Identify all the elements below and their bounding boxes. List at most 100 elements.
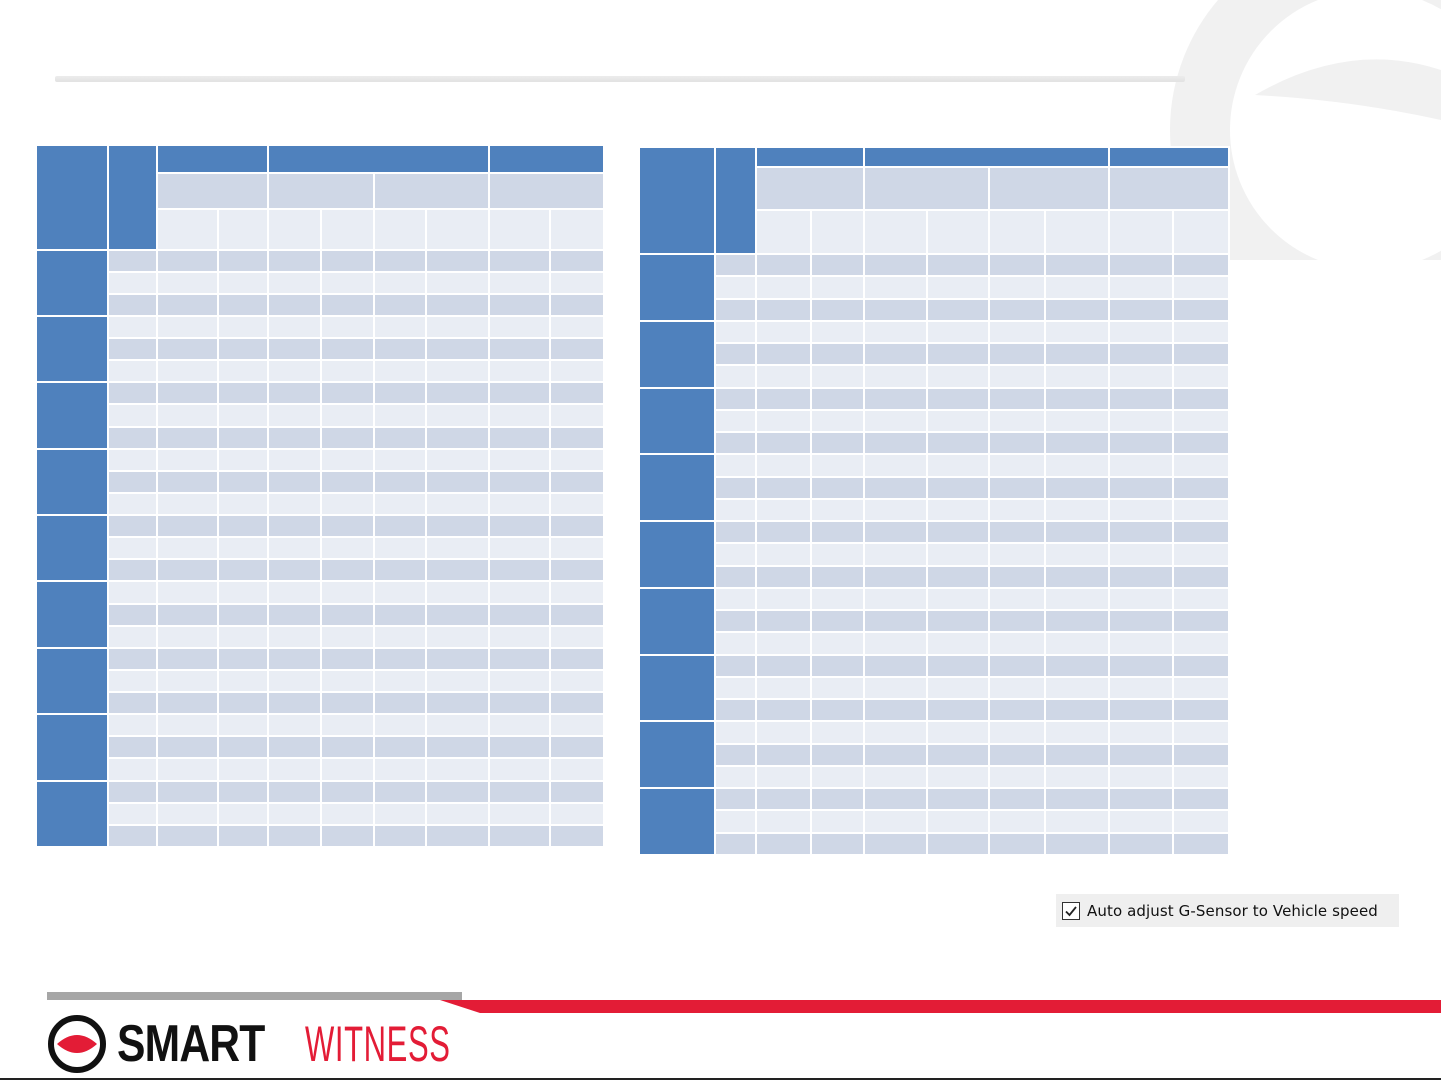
speed-group-cell — [640, 588, 714, 654]
table-cell — [490, 516, 549, 537]
table-row — [37, 715, 603, 780]
table-cell — [269, 361, 320, 382]
table-cell — [1046, 299, 1108, 320]
table-cell — [812, 611, 863, 632]
table-cell — [1046, 833, 1108, 854]
speed-group-cell — [37, 715, 107, 780]
table-row — [640, 722, 1228, 788]
table-cell — [990, 344, 1044, 365]
auto-adjust-checkbox[interactable] — [1062, 901, 1080, 920]
table-cell — [219, 582, 267, 603]
table-cell — [269, 648, 320, 669]
table-cell — [865, 655, 926, 676]
footer-gray-bar — [47, 992, 462, 1000]
table-cell — [812, 299, 863, 320]
left-level-header-cell — [109, 146, 156, 249]
table-cell — [158, 361, 217, 382]
table-cell — [1046, 544, 1108, 565]
table-cell — [757, 700, 810, 721]
table-row — [640, 410, 1228, 432]
table-cell — [375, 339, 425, 360]
table-cell — [1174, 366, 1228, 387]
table-cell — [990, 455, 1044, 476]
table-cell — [1046, 633, 1108, 654]
speed-group-cell — [640, 722, 714, 788]
table-cell — [990, 321, 1044, 343]
table-row — [37, 759, 603, 780]
table-cell — [990, 388, 1044, 409]
table-cell — [322, 693, 373, 714]
table-cell — [928, 722, 988, 743]
table-cell — [1110, 655, 1172, 676]
table-row — [640, 299, 1228, 320]
table-row — [640, 344, 1228, 365]
table-cell — [551, 560, 603, 581]
table-cell — [490, 294, 549, 315]
table-cell — [219, 825, 267, 846]
table-cell — [1110, 633, 1172, 654]
table-cell — [990, 655, 1044, 676]
table-cell — [427, 383, 488, 404]
table-row — [640, 789, 1228, 854]
table-cell — [322, 250, 373, 271]
table-cell — [1046, 366, 1108, 387]
column-group-header — [158, 146, 267, 173]
table-cell — [269, 715, 320, 736]
table-cell — [1110, 722, 1172, 743]
table-cell — [375, 516, 425, 537]
table-cell — [551, 339, 603, 360]
table-cell — [375, 316, 425, 338]
table-row — [640, 255, 1228, 320]
table-cell — [158, 693, 217, 714]
table-cell — [375, 272, 425, 293]
table-cell — [551, 383, 603, 404]
table-row — [37, 339, 603, 360]
table-cell — [865, 388, 926, 409]
table-cell — [990, 544, 1044, 565]
table-cell — [551, 693, 603, 714]
table-cell — [427, 471, 488, 492]
table-cell — [427, 493, 488, 515]
table-cell — [109, 759, 156, 780]
table-cell — [990, 499, 1044, 521]
table-cell — [375, 715, 425, 736]
table-cell — [1110, 588, 1172, 610]
table-cell — [1110, 700, 1172, 721]
table-row — [37, 361, 603, 382]
table-cell — [812, 321, 863, 343]
table-cell — [219, 737, 267, 758]
auto-adjust-g-sensor-toggle[interactable]: Auto adjust G-Sensor to Vehicle speed — [1056, 894, 1399, 927]
table-cell — [716, 477, 755, 498]
table-cell — [375, 493, 425, 515]
table-cell — [928, 677, 988, 699]
table-cell — [1174, 433, 1228, 454]
table-cell — [269, 339, 320, 360]
table-cell — [812, 433, 863, 454]
table-cell — [1174, 700, 1228, 721]
table-cell — [812, 410, 863, 432]
table-cell — [551, 648, 603, 669]
axis-header-cell — [1046, 210, 1108, 254]
table-cell — [490, 449, 549, 470]
speed-group-cell — [640, 789, 714, 854]
table-cell — [158, 648, 217, 669]
table-cell — [322, 737, 373, 758]
table-cell — [269, 272, 320, 293]
table-cell — [1046, 277, 1108, 298]
table-cell — [1046, 477, 1108, 498]
table-cell — [812, 811, 863, 832]
table-cell — [490, 471, 549, 492]
table-cell — [716, 811, 755, 832]
table-cell — [375, 759, 425, 780]
table-cell — [1174, 388, 1228, 409]
table-cell — [551, 759, 603, 780]
table-cell — [109, 604, 156, 625]
table-cell — [269, 582, 320, 603]
column-group-header — [865, 148, 1108, 167]
table-cell — [490, 737, 549, 758]
table-cell — [1174, 321, 1228, 343]
table-cell — [1046, 766, 1108, 788]
table-cell — [716, 566, 755, 587]
table-cell — [322, 670, 373, 692]
left-corner-cell — [37, 146, 107, 249]
